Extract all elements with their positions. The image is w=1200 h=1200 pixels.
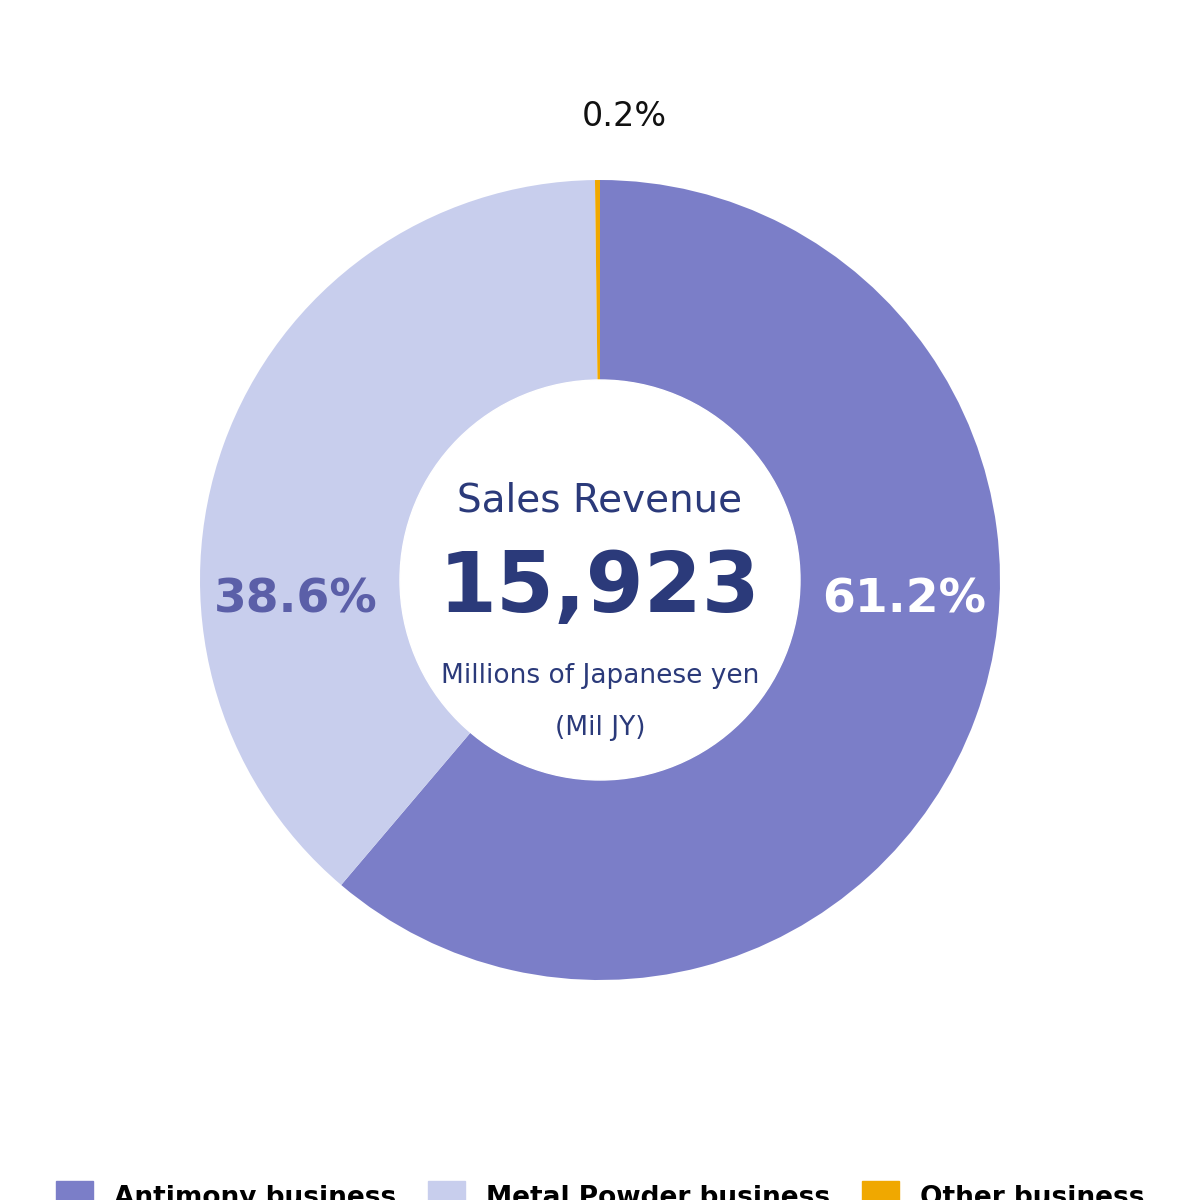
Circle shape: [400, 380, 800, 780]
Text: Sales Revenue: Sales Revenue: [457, 481, 743, 518]
Wedge shape: [341, 180, 1000, 980]
Wedge shape: [200, 180, 598, 884]
Text: (Mil JY): (Mil JY): [554, 715, 646, 740]
Text: 15,923: 15,923: [439, 547, 761, 629]
Text: 38.6%: 38.6%: [214, 577, 378, 623]
Text: 61.2%: 61.2%: [822, 577, 986, 623]
Wedge shape: [595, 180, 600, 380]
Text: 0.2%: 0.2%: [582, 100, 666, 132]
Text: Millions of Japanese yen: Millions of Japanese yen: [440, 662, 760, 689]
Legend: Antimony business, Metal Powder business, Other business: Antimony business, Metal Powder business…: [43, 1168, 1157, 1200]
